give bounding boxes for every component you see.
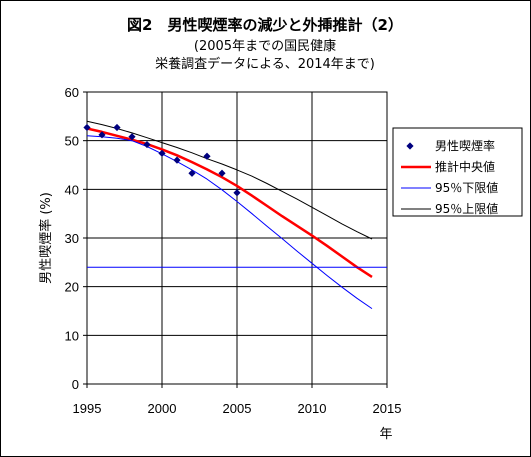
series-3-line — [86, 120, 373, 240]
legend-label-3: 95％上限値 — [435, 201, 498, 216]
plot-lines — [86, 120, 387, 310]
series-1-line — [86, 127, 373, 278]
chart-subtitle-line-1: (2005年までの国民健康 — [194, 38, 336, 54]
data-point-2005 — [233, 189, 241, 197]
tick-label-y-50: 50 — [65, 134, 79, 149]
data-point-1995 — [83, 123, 91, 132]
plot-markers — [83, 123, 241, 197]
data-point-2000 — [158, 149, 166, 157]
y-axis-label: 男性喫煙率 (%) — [38, 192, 54, 284]
tick-label-y-60: 60 — [65, 85, 79, 100]
tick-label-x-2000: 2000 — [148, 401, 177, 416]
legend-label-0: 男性喫煙率 — [435, 138, 495, 153]
legend-label-1: 推計中央値 — [435, 159, 495, 174]
data-point-1999 — [143, 140, 151, 149]
data-point-2004 — [218, 169, 226, 177]
data-point-1998 — [128, 133, 136, 141]
tick-label-y-10: 10 — [65, 328, 79, 343]
legend-swatch-0 — [406, 142, 414, 150]
x-axis-label: 年 — [379, 427, 392, 442]
chart-title: 図2 男性喫煙率の減少と外挿推計（2） — [127, 16, 403, 34]
tick-label-x-2015: 2015 — [373, 401, 402, 416]
tick-label-y-40: 40 — [65, 182, 79, 197]
data-point-2003 — [203, 152, 211, 160]
series-2-line — [86, 135, 373, 310]
data-point-1996 — [98, 131, 106, 139]
data-point-2002 — [188, 169, 196, 177]
tick-label-x-2010: 2010 — [298, 401, 327, 416]
tick-label-y-30: 30 — [65, 231, 79, 246]
tick-label-x-1995: 1995 — [73, 401, 102, 416]
tick-label-y-20: 20 — [65, 280, 79, 295]
legend-box — [392, 127, 523, 217]
legend-label-2: 95％下限値 — [435, 180, 498, 195]
data-point-1997 — [113, 123, 121, 132]
axis-ticks: 0 10 20 30 40 50 60 1995 2000 2005 2010 2015 — [65, 85, 402, 416]
tick-label-x-2005: 2005 — [223, 401, 252, 416]
tick-label-y-0: 0 — [72, 377, 79, 392]
chart-subtitle-line-2: 栄養調査データによる、2014年まで) — [155, 56, 375, 72]
data-point-2001 — [173, 156, 181, 164]
